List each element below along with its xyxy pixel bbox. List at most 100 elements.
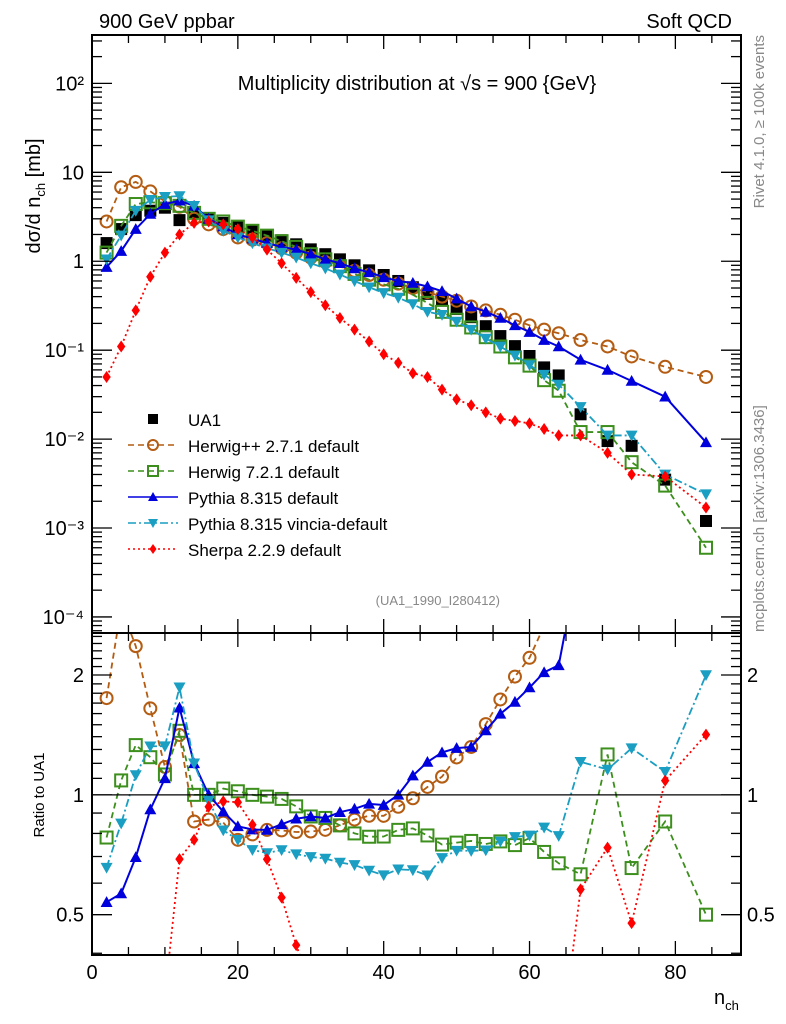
data-point [436, 309, 449, 321]
ratio-point [601, 764, 614, 776]
data-point [576, 429, 585, 442]
ratio-point [626, 499, 638, 510]
data-point [624, 349, 639, 364]
ratio-line [105, 674, 707, 877]
ratio-point [144, 803, 157, 815]
data-point [494, 330, 507, 343]
ratio-point [189, 833, 199, 846]
data-point [321, 299, 330, 312]
data-point [348, 262, 361, 274]
ratio-point [219, 795, 228, 808]
data-point [379, 348, 388, 361]
data-point [508, 319, 521, 331]
legend-marker [148, 519, 158, 528]
data-point [262, 243, 272, 256]
ratio-point [552, 831, 565, 842]
ratio-point [188, 758, 201, 770]
data-point [363, 266, 376, 278]
ratio-point [537, 844, 552, 859]
legend-item: Herwig 7.2.1 default [128, 463, 339, 482]
ratio-point [659, 284, 671, 296]
ratio-point [99, 830, 114, 845]
legend: UA1 Herwig++ 2.7.1 default Herwig 7.2.1 de… [128, 411, 388, 560]
ratio-pythia-8-315-vincia-default [100, 670, 712, 882]
data-point [363, 282, 376, 294]
legend-item: UA1 [148, 411, 221, 430]
analysis-id-label: (UA1_1990_I280412) [376, 593, 500, 608]
ratio-point [115, 818, 128, 830]
data-point [406, 276, 419, 288]
data-point [377, 271, 390, 283]
ratio-point [161, 990, 169, 1002]
ratio-point [231, 835, 244, 846]
ratio-point [449, 750, 464, 765]
ratio-point [333, 806, 346, 817]
data-point [479, 305, 492, 317]
data-point [115, 245, 128, 256]
data-point [291, 271, 301, 284]
ratio-point [275, 818, 288, 830]
ratio-panel [99, 144, 713, 1002]
data-point [601, 430, 614, 442]
y-tick-label: 1 [73, 251, 84, 273]
ratio-line [105, 633, 542, 841]
data-point [335, 311, 345, 324]
legend-marker [148, 492, 158, 501]
y-axis-label: dσ/d nch [mb] [23, 138, 48, 253]
data-point [333, 257, 346, 269]
data-point [465, 324, 478, 336]
data-point [333, 269, 346, 281]
ratio-point [158, 741, 171, 753]
data-point [129, 205, 142, 217]
ratio-point [522, 650, 537, 665]
ratio-point [523, 830, 536, 842]
data-point [160, 246, 170, 259]
data-point [277, 257, 286, 270]
data-point [144, 195, 157, 206]
ratio-point [377, 870, 390, 882]
data-point [129, 223, 142, 234]
data-point [99, 214, 114, 229]
ratio-point [602, 470, 614, 481]
ratio-point [246, 845, 259, 856]
ratio-point [538, 822, 551, 834]
x-tick-label: 40 [373, 962, 395, 984]
ratio-point [115, 887, 128, 899]
data-point [551, 326, 566, 341]
data-point [275, 247, 288, 259]
data-point [319, 253, 332, 265]
ratio-point [421, 870, 434, 882]
series-pythia-8-315-vincia-default [100, 191, 712, 501]
ratio-point [129, 770, 142, 782]
data-point [408, 367, 418, 380]
data-point [625, 375, 638, 386]
data-point [479, 320, 492, 333]
data-point [496, 412, 505, 425]
ratio-point [523, 681, 536, 693]
ratio-point [175, 853, 184, 866]
header-right: Soft QCD [646, 11, 732, 33]
data-point [436, 285, 449, 297]
header-left: 900 GeV ppbar [99, 11, 235, 33]
ratio-point [700, 144, 712, 156]
ratio-point [376, 829, 391, 844]
data-point [573, 333, 588, 348]
data-point [699, 489, 712, 501]
ratio-point [420, 828, 435, 843]
ratio-point [538, 620, 550, 632]
ratio-point [363, 797, 376, 809]
legend-label: UA1 [188, 411, 221, 430]
ratio-y-tick-label-right: 2 [747, 665, 758, 687]
data-point [479, 333, 492, 345]
ratio-point [289, 825, 304, 840]
data-point [508, 350, 521, 362]
ratio-point [465, 846, 478, 857]
data-point [114, 180, 129, 195]
series-line [105, 201, 707, 549]
data-point [392, 274, 405, 286]
data-point [508, 340, 521, 353]
data-point [146, 270, 155, 283]
data-point [306, 286, 315, 299]
data-point [601, 363, 614, 375]
